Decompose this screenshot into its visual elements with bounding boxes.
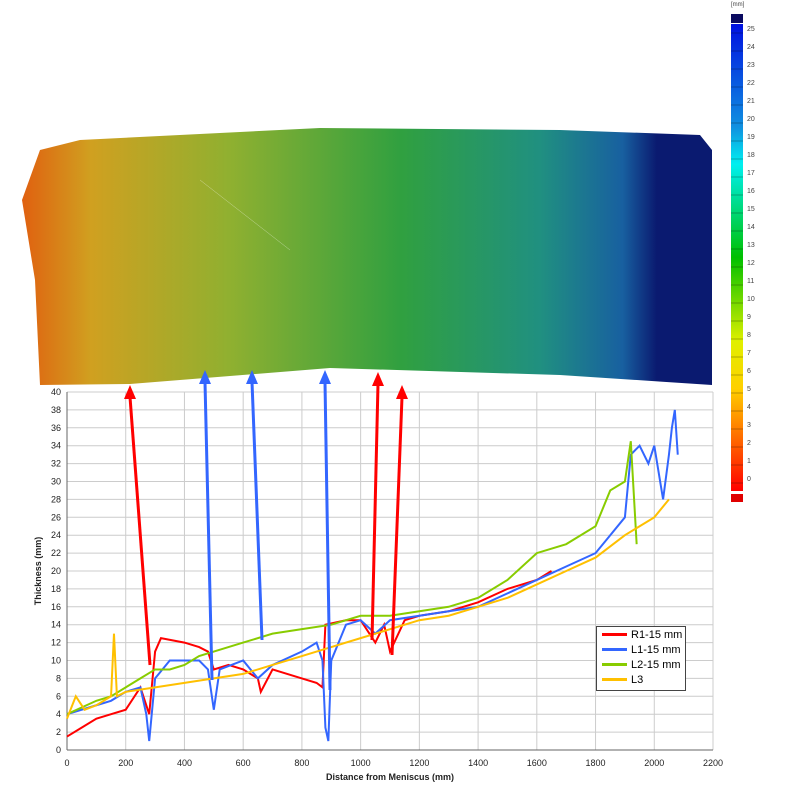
colorbar-tick: 1 (747, 458, 751, 465)
y-tick-label: 26 (51, 512, 61, 522)
legend-item: L1-15 mm (597, 642, 685, 657)
x-tick-label: 600 (236, 758, 251, 768)
arrow (370, 383, 380, 641)
colorbar-tick: 14 (747, 224, 755, 231)
y-tick-label: 34 (51, 441, 61, 451)
colorbar-tick: 21 (747, 98, 755, 105)
colorbar-tick: 16 (747, 188, 755, 195)
arrow-head (246, 370, 258, 384)
y-tick-label: 0 (56, 745, 61, 755)
colorbar-tick: 13 (747, 242, 755, 249)
x-tick-label: 0 (64, 758, 69, 768)
x-tick-label: 2000 (644, 758, 664, 768)
y-tick-label: 36 (51, 423, 61, 433)
legend-swatch (602, 663, 627, 666)
colorbar-tick: 17 (747, 170, 755, 177)
colorbar-tick: 19 (747, 134, 755, 141)
colorbar-tick: 3 (747, 422, 751, 429)
y-tick-label: 6 (56, 691, 61, 701)
y-tick-label: 20 (51, 566, 61, 576)
colorbar-tick: 12 (747, 260, 755, 267)
y-tick-label: 40 (51, 387, 61, 397)
legend-label: L2-15 mm (631, 658, 681, 671)
legend-item: L3 (597, 672, 685, 687)
legend-label: R1-15 mm (631, 628, 683, 641)
x-tick-label: 2200 (703, 758, 723, 768)
arrow (323, 381, 332, 691)
y-tick-label: 14 (51, 620, 61, 630)
colorbar-tick: 8 (747, 332, 751, 339)
y-tick-label: 2 (56, 727, 61, 737)
arrow-head (199, 370, 211, 384)
y-tick-label: 8 (56, 673, 61, 683)
colorbar-tick: 5 (747, 386, 751, 393)
arrow-head (372, 372, 384, 386)
slab-thickness-map (22, 128, 712, 385)
colorbar-tick: 2 (747, 440, 751, 447)
colorbar-tick: 22 (747, 80, 755, 87)
arrow (203, 381, 214, 681)
legend-label: L3 (631, 673, 644, 686)
colorbar-tick: 7 (747, 350, 751, 357)
series-line-l2-15-mm (66, 441, 638, 716)
x-tick-label: 400 (177, 758, 192, 768)
x-tick-label: 1600 (527, 758, 547, 768)
y-axis-label: Thickness (mm) (33, 537, 43, 606)
legend-item: R1-15 mm (597, 627, 685, 642)
colorbar-tick: 9 (747, 314, 751, 321)
colorbar-top (731, 14, 743, 23)
colorbar-tick: 24 (747, 44, 755, 51)
colorbar-tick: 20 (747, 116, 755, 123)
y-tick-label: 18 (51, 584, 61, 594)
colorbar-tick: 11 (747, 278, 754, 285)
x-tick-label: 1000 (351, 758, 371, 768)
arrow-head (124, 385, 136, 399)
legend-label: L1-15 mm (631, 643, 681, 656)
colorbar-tick: 23 (747, 62, 755, 69)
x-axis-label: Distance from Meniscus (mm) (326, 772, 454, 782)
y-tick-label: 24 (51, 530, 61, 540)
colorbar (731, 24, 743, 491)
colorbar-tick: 15 (747, 206, 755, 213)
y-tick-label: 32 (51, 459, 61, 469)
y-tick-label: 4 (56, 709, 61, 719)
legend: R1-15 mm L1-15 mm L2-15 mm L3 (596, 626, 686, 691)
series-line-l3 (66, 498, 670, 720)
y-tick-label: 10 (51, 656, 61, 666)
colorbar-tick: 6 (747, 368, 751, 375)
arrow-head (396, 385, 408, 399)
x-tick-label: 200 (118, 758, 133, 768)
y-tick-label: 22 (51, 548, 61, 558)
colorbar-unit: [mm] (731, 2, 745, 8)
colorbar-tick: 10 (747, 296, 755, 303)
arrow (390, 396, 404, 656)
colorbar-tick: 18 (747, 152, 755, 159)
series-line-l1-15-mm (66, 409, 679, 742)
y-tick-label: 28 (51, 494, 61, 504)
colorbar-tick: 0 (747, 476, 751, 483)
y-tick-label: 12 (51, 638, 61, 648)
arrow (250, 381, 264, 641)
x-tick-label: 800 (294, 758, 309, 768)
x-tick-label: 1800 (586, 758, 606, 768)
legend-item: L2-15 mm (597, 657, 685, 672)
legend-swatch (602, 633, 627, 636)
colorbar-tick: 25 (747, 26, 755, 33)
legend-swatch (602, 678, 627, 681)
x-tick-label: 1200 (409, 758, 429, 768)
arrow (128, 396, 152, 666)
y-tick-label: 16 (51, 602, 61, 612)
colorbar-bottom (731, 494, 743, 502)
legend-swatch (602, 648, 627, 651)
y-tick-label: 38 (51, 405, 61, 415)
y-tick-label: 30 (51, 477, 61, 487)
colorbar-tick: 4 (747, 404, 751, 411)
x-tick-label: 1400 (468, 758, 488, 768)
arrow-head (319, 370, 331, 384)
